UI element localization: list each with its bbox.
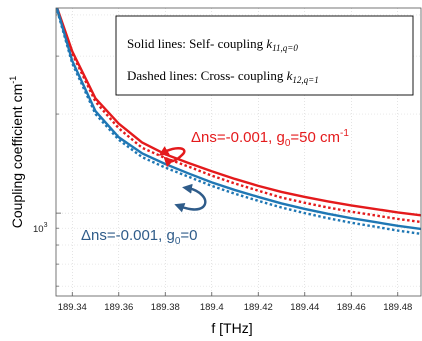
series-line-1-solid (56, 8, 421, 217)
series-line-2-dashed (56, 8, 421, 224)
series-line-3-solid (56, 8, 421, 231)
y-axis-title-sup: -1 (8, 76, 18, 84)
x-tick-label: 189.38 (151, 302, 180, 313)
x-axis-title: f [THz] (211, 320, 252, 336)
legend-box (115, 15, 414, 96)
y-axis-title-main: Coupling coefficient cm (9, 84, 25, 228)
x-tick-label: 189.4 (200, 302, 224, 313)
x-tick-label: 189.44 (290, 302, 319, 313)
plot-frame (55, 7, 422, 297)
annotation-red: Δns=-0.001, g0=50 cm-1 (191, 128, 349, 149)
y-tick-exp: 3 (44, 222, 48, 229)
legend-solid-lines: Solid lines: Self- coupling k11,q=0 (127, 36, 298, 53)
x-tick-label: 189.48 (383, 302, 412, 313)
legend: Solid lines: Self- coupling k11,q=0 Dash… (115, 15, 414, 96)
y-tick-label-1000: 103 (33, 222, 48, 235)
x-tick-label: 189.46 (337, 302, 366, 313)
y-tick-base: 10 (33, 224, 44, 235)
x-axis-ticks: 189.34 189.36 189.38 189.4 189.42 189.44 189.4… (58, 292, 412, 313)
annotation-red-arrow (158, 146, 186, 168)
y-axis-ticks (56, 14, 61, 287)
y-axis-title: Coupling coefficient cm-1 (8, 76, 25, 229)
series-group (56, 8, 421, 236)
x-tick-label: 189.42 (244, 302, 273, 313)
legend-dashed-lines: Dashed lines: Cross- coupling k12,q=1 (127, 68, 319, 85)
x-tick-label: 189.34 (58, 302, 87, 313)
series-line-4-dashed (56, 8, 421, 236)
annotation-blue-arrow (174, 183, 207, 213)
x-tick-label: 189.36 (104, 302, 133, 313)
annotation-blue: Δns=-0.001, g0=0 (81, 227, 198, 247)
